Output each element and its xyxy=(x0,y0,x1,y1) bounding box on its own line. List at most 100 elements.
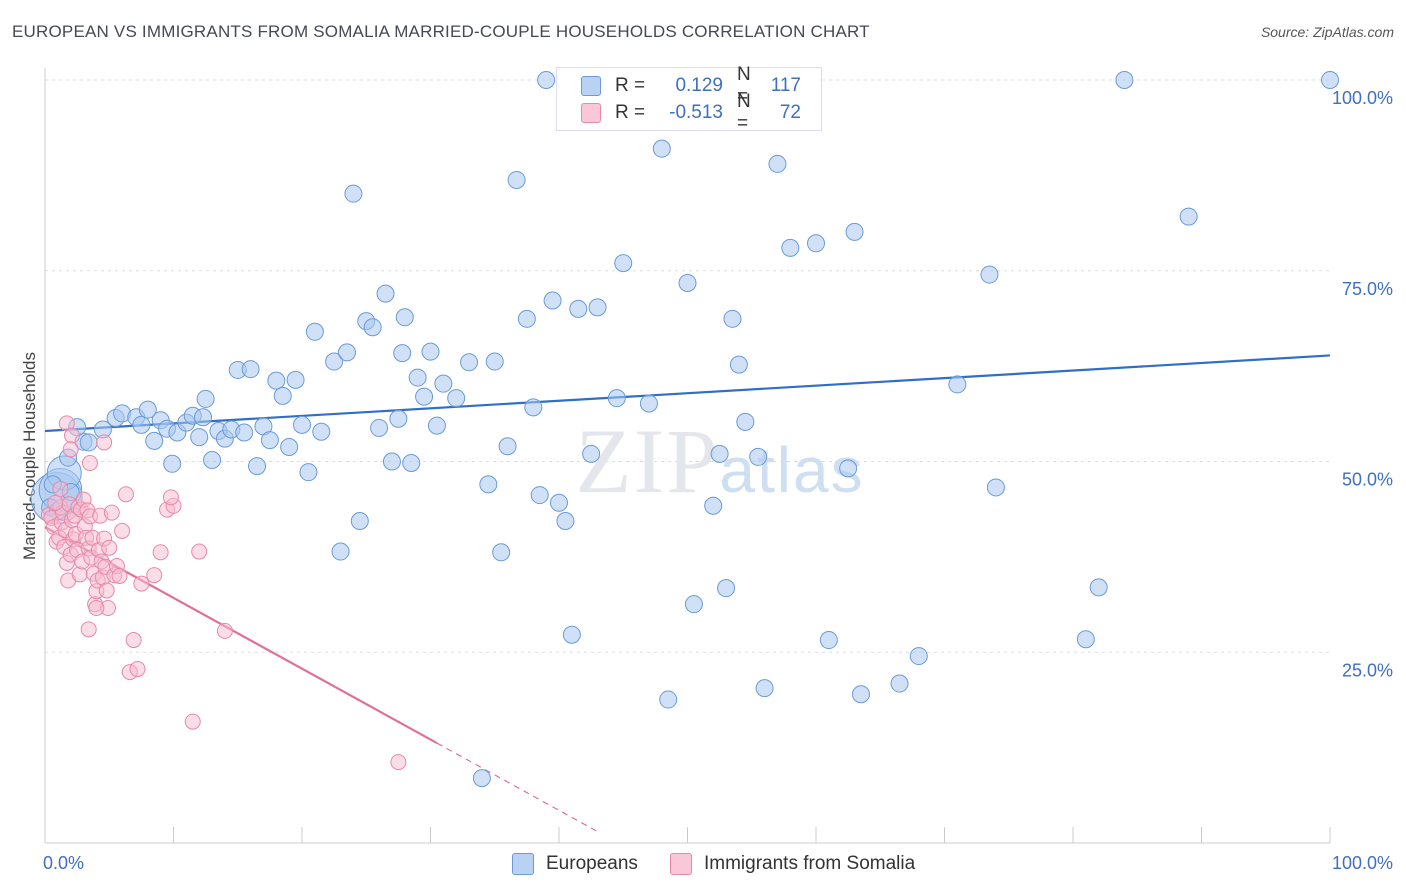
europeans-point xyxy=(145,431,164,450)
europeans-point xyxy=(717,579,736,598)
europeans-point xyxy=(350,512,369,531)
europeans-point xyxy=(248,457,267,476)
somalia-point xyxy=(390,754,407,771)
europeans-point xyxy=(582,444,601,463)
y-tick-label: 25.0% xyxy=(1342,660,1393,680)
europeans-point xyxy=(980,265,999,284)
europeans-point xyxy=(479,475,498,494)
somalia-point xyxy=(101,539,118,556)
europeans-point xyxy=(819,631,838,650)
europeans-swatch xyxy=(581,76,601,96)
europeans-point xyxy=(472,769,491,788)
r-label: R = xyxy=(615,75,646,96)
europeans-point xyxy=(986,478,1005,497)
europeans-point xyxy=(79,433,98,452)
somalia-point xyxy=(71,566,88,583)
europeans-point xyxy=(550,493,568,512)
europeans-point xyxy=(498,437,517,456)
europeans-point xyxy=(427,416,446,435)
y-tick-label: 50.0% xyxy=(1342,470,1393,490)
x-tick-label: 0.0% xyxy=(43,853,84,873)
europeans-point xyxy=(537,71,556,89)
europeans-point xyxy=(415,387,434,406)
somalia-point xyxy=(125,632,142,649)
europeans-point xyxy=(421,342,440,361)
europeans-legend-label: Europeans xyxy=(546,853,638,874)
europeans-point xyxy=(389,409,408,428)
source-label: Source: ZipAtlas.com xyxy=(1260,24,1394,40)
somalia-legend-label: Immigrants from Somalia xyxy=(704,853,916,874)
legend-item-somalia[interactable]: Immigrants from Somalia xyxy=(670,852,915,876)
europeans-point xyxy=(203,450,222,469)
y-tick-label: 75.0% xyxy=(1342,279,1393,299)
n-label: N = xyxy=(737,91,751,134)
legend-row-somalia: R = -0.513 N = 72 xyxy=(581,91,801,134)
europeans-point xyxy=(755,679,774,698)
europeans-point xyxy=(909,647,928,666)
europeans-point xyxy=(241,360,260,379)
europeans-point xyxy=(704,496,723,515)
somalia-point xyxy=(191,543,208,560)
europeans-point xyxy=(363,318,382,337)
legend-row-europeans: R = 0.129 N = 117 xyxy=(581,64,801,107)
europeans-point xyxy=(1179,207,1198,226)
europeans-point xyxy=(485,352,504,371)
europeans-point xyxy=(344,184,363,203)
europeans-point xyxy=(614,254,633,273)
x-tick-label: 100.0% xyxy=(1332,853,1393,873)
europeans-point xyxy=(1076,630,1095,649)
europeans-point xyxy=(331,542,350,561)
europeans-point xyxy=(639,394,658,413)
europeans-point xyxy=(588,298,607,317)
europeans-point xyxy=(851,685,870,704)
europeans-point xyxy=(460,353,479,372)
y-tick-label: 100.0% xyxy=(1332,88,1393,108)
tick-labels: 25.0% 50.0% 75.0% 100.0% 0.0% 100.0% xyxy=(43,88,1393,873)
europeans-point xyxy=(447,389,466,408)
r-label: R = xyxy=(615,102,646,123)
legend-item-europeans[interactable]: Europeans xyxy=(512,852,638,876)
europeans-point xyxy=(807,234,825,253)
europeans-point xyxy=(562,625,581,644)
europeans-point xyxy=(260,431,279,450)
chart-title: EUROPEAN VS IMMIGRANTS FROM SOMALIA MARR… xyxy=(12,22,870,41)
somalia-point xyxy=(184,713,201,730)
somalia-point xyxy=(146,567,163,584)
europeans-point xyxy=(235,423,254,442)
europeans-point xyxy=(543,291,562,310)
somalia-r-value: -0.513 xyxy=(669,102,723,123)
europeans-point xyxy=(408,368,427,387)
somalia-n-value: 72 xyxy=(779,102,801,123)
europeans-point xyxy=(163,454,182,473)
watermark: ZIPatlas xyxy=(575,410,864,512)
stats-legend: R = 0.129 N = 117 R = -0.513 N = 72 xyxy=(556,64,822,134)
europeans-point xyxy=(710,444,729,463)
somalia-point xyxy=(117,486,134,503)
europeans-point xyxy=(845,222,864,241)
europeans-point xyxy=(569,299,588,318)
europeans-point xyxy=(659,690,678,709)
somalia-point xyxy=(96,434,113,451)
europeans-point xyxy=(132,415,151,434)
europeans-point xyxy=(768,154,787,173)
somalia-point xyxy=(47,494,64,511)
europeans-point xyxy=(890,674,909,693)
somalia-swatch xyxy=(581,103,601,123)
somalia-point xyxy=(114,522,131,539)
europeans-point xyxy=(723,309,742,328)
europeans-point xyxy=(749,447,768,466)
europeans-point xyxy=(305,322,324,341)
europeans-point xyxy=(325,352,344,371)
europeans-point xyxy=(530,486,549,505)
europeans-point xyxy=(684,595,703,614)
europeans-point xyxy=(395,308,414,327)
somalia-point xyxy=(88,599,105,616)
somalia-point xyxy=(152,544,169,561)
europeans-point xyxy=(607,389,626,408)
europeans-point xyxy=(382,452,401,471)
europeans-point xyxy=(312,422,331,441)
europeans-point xyxy=(948,375,967,394)
somalia-point xyxy=(129,661,146,678)
watermark-atlas: atlas xyxy=(719,434,864,506)
europeans-point xyxy=(1089,578,1108,597)
